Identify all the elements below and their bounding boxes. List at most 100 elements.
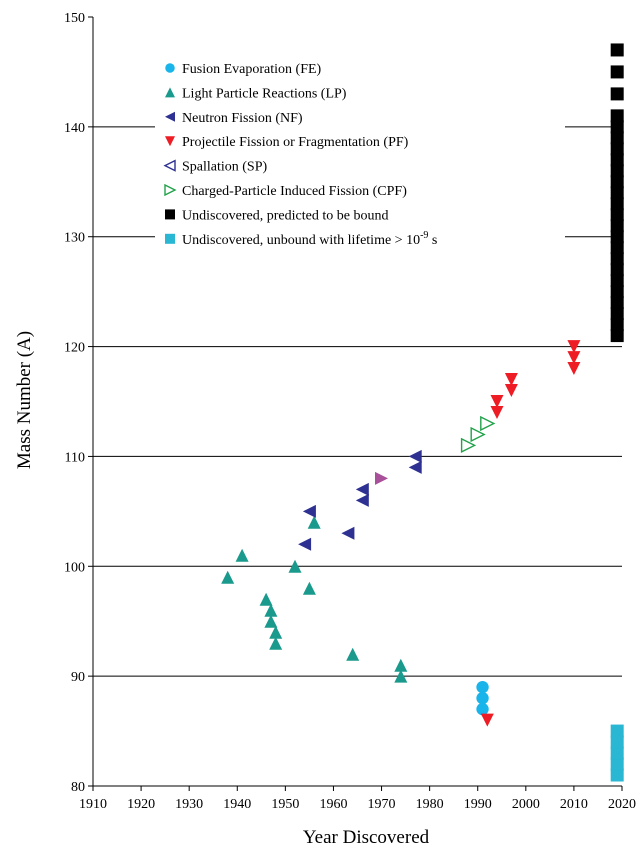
data-point	[355, 493, 369, 507]
x-tick-label: 1930	[175, 797, 203, 812]
x-tick-label: 1940	[223, 797, 251, 812]
data-point	[610, 746, 624, 760]
data-point	[288, 559, 302, 573]
data-point	[375, 471, 388, 485]
data-point	[610, 296, 624, 310]
data-point	[259, 592, 273, 606]
data-point	[610, 131, 624, 145]
data-point	[476, 680, 489, 694]
data-point	[567, 340, 581, 354]
data-point	[346, 647, 360, 661]
x-tick-label: 2000	[512, 797, 540, 812]
data-point	[490, 395, 504, 408]
legend-marker	[165, 233, 175, 244]
y-tick-label: 130	[64, 231, 85, 246]
data-point	[269, 636, 283, 650]
data-point	[470, 426, 486, 443]
data-point	[610, 735, 624, 749]
data-point	[610, 274, 624, 288]
data-point	[610, 285, 624, 299]
y-tick-label: 80	[71, 780, 85, 795]
data-point	[480, 415, 496, 432]
data-point	[610, 329, 624, 343]
data-point	[610, 768, 624, 782]
data-point	[610, 263, 624, 277]
x-tick-label: 2010	[560, 797, 588, 812]
data-point	[394, 658, 408, 672]
x-tick-label: 1910	[79, 797, 107, 812]
legend-box	[155, 38, 565, 272]
legend-marker	[165, 63, 175, 73]
data-point	[610, 219, 624, 233]
data-point	[610, 109, 624, 123]
data-point	[490, 406, 504, 419]
data-point	[355, 482, 369, 496]
axes: 80 90 100 110 120 130 140 150 1910 1920 1930 1940 19…	[64, 11, 636, 812]
x-tick-label: 1950	[271, 797, 299, 812]
data-point	[480, 713, 494, 727]
data-point	[610, 757, 624, 771]
x-tick-label: 2020	[608, 797, 636, 812]
data-point	[476, 691, 489, 705]
data-point	[235, 548, 249, 562]
y-tick-label: 140	[64, 121, 85, 136]
legend-marker	[164, 183, 177, 197]
data-point	[610, 175, 624, 189]
data-point	[610, 65, 624, 79]
data-point	[610, 197, 624, 211]
legend-marker	[165, 209, 175, 220]
data-point	[610, 164, 624, 178]
legend-label: Neutron Fission (NF)	[182, 111, 303, 126]
data-point	[610, 307, 624, 321]
legend-marker	[165, 136, 175, 147]
y-tick-label: 150	[64, 11, 85, 26]
data-point	[610, 252, 624, 266]
data-point	[264, 603, 278, 617]
x-tick-label: 1980	[416, 797, 444, 812]
data-point	[298, 537, 312, 551]
legend-label: Projectile Fission or Fragmentation (PF)	[182, 135, 409, 150]
data-point	[341, 526, 355, 540]
legend-label: Charged-Particle Induced Fission (CPF)	[182, 184, 407, 199]
legend-marker	[165, 87, 175, 98]
data-point	[610, 142, 624, 156]
y-tick-label: 90	[71, 670, 85, 685]
data-point	[460, 437, 477, 454]
x-tick-label: 1990	[464, 797, 492, 812]
data-point	[610, 208, 624, 222]
data-point	[221, 570, 235, 584]
legend-label: Spallation (SP)	[182, 160, 268, 175]
data-point	[610, 241, 624, 255]
legend-label: Undiscovered, predicted to be bound	[182, 208, 388, 223]
data-point	[408, 460, 422, 474]
y-tick-label: 110	[65, 450, 85, 465]
legend-marker	[165, 111, 175, 122]
data-points	[221, 43, 624, 782]
data-point	[302, 581, 316, 595]
data-point	[307, 515, 321, 529]
x-tick-label: 1920	[127, 797, 155, 812]
data-point	[264, 614, 278, 628]
data-point	[610, 724, 624, 738]
y-tick-label: 100	[64, 560, 85, 575]
legend-marker	[163, 159, 176, 172]
legend-label: Fusion Evaporation (FE)	[182, 62, 322, 77]
legend-label: Light Particle Reactions (LP)	[182, 86, 347, 101]
data-point	[610, 43, 624, 57]
data-point	[610, 87, 624, 101]
data-point	[504, 373, 518, 386]
data-point	[567, 351, 581, 365]
data-point	[610, 186, 624, 200]
legend: Fusion Evaporation (FE) Light Particle Re…	[155, 38, 565, 272]
data-point	[610, 230, 624, 244]
y-tick-label: 120	[64, 341, 85, 356]
x-tick-label: 1970	[368, 797, 396, 812]
data-point	[408, 449, 422, 463]
data-point	[269, 625, 283, 639]
legend-label: Undiscovered, unbound with lifetime > 10…	[182, 230, 437, 248]
data-point	[567, 362, 581, 375]
data-point	[610, 318, 624, 332]
data-point	[394, 669, 408, 683]
data-point	[610, 153, 624, 167]
